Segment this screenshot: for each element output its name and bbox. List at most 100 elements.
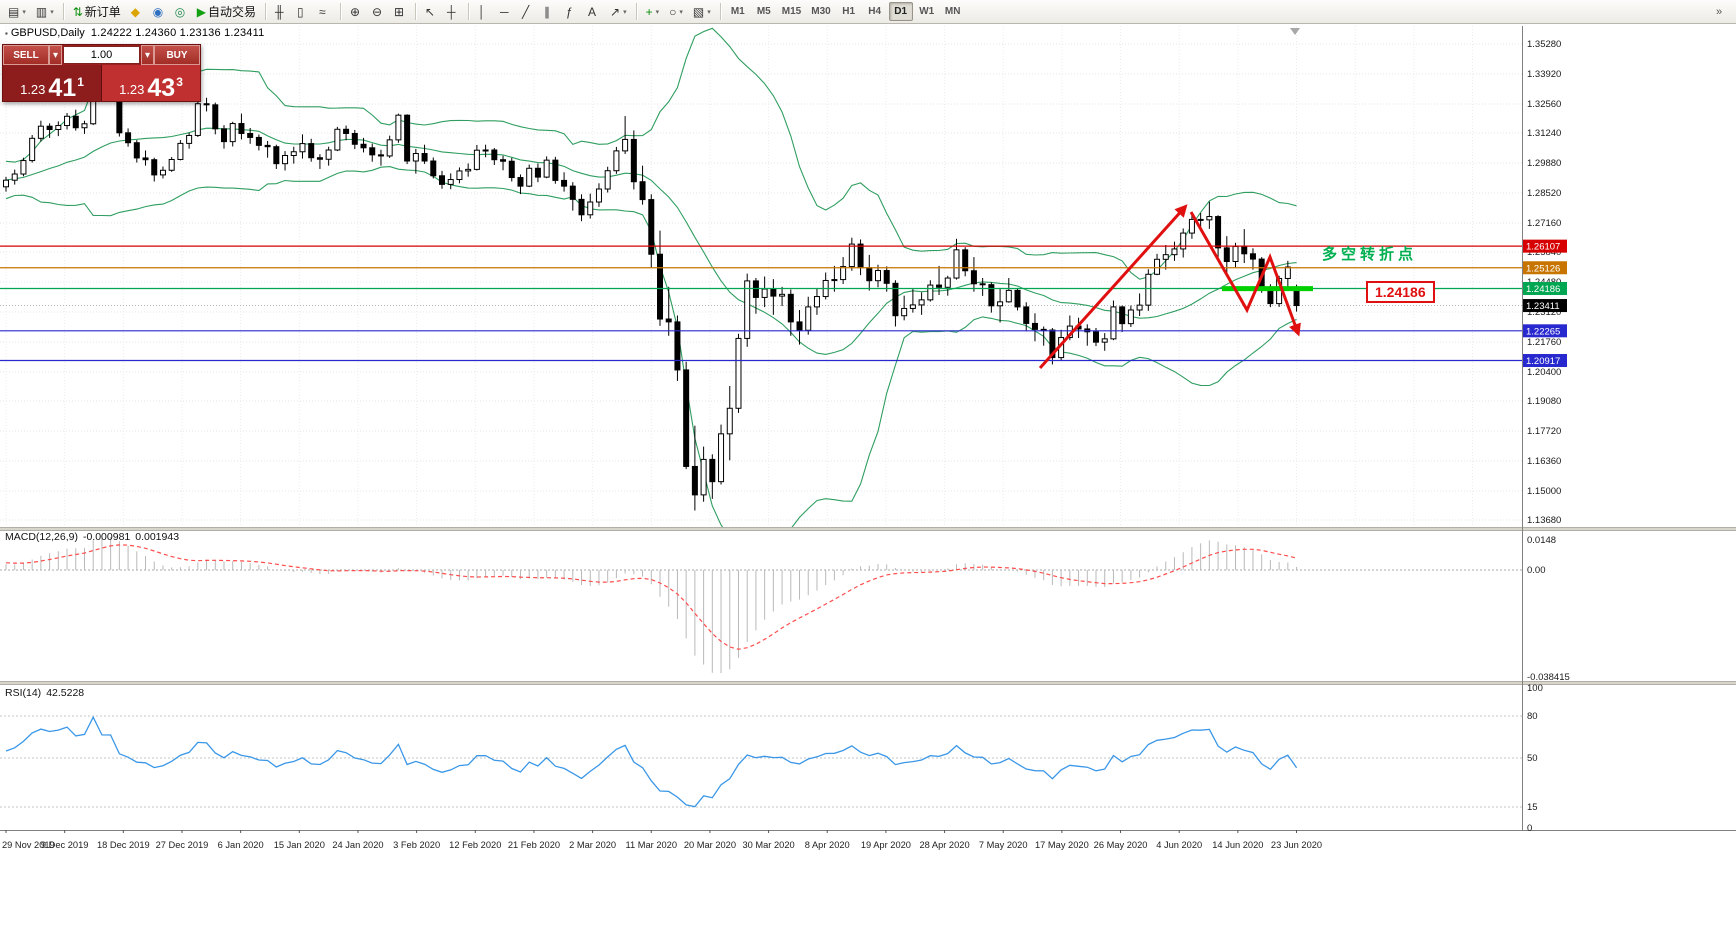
zoom-out-button[interactable]: ⊖ bbox=[368, 2, 388, 22]
candlestick bbox=[936, 284, 943, 288]
candlestick-chart-button[interactable]: ▯ bbox=[293, 2, 313, 22]
bar-chart-button[interactable]: ╫ bbox=[271, 2, 291, 22]
timeframe-w1[interactable]: W1 bbox=[915, 2, 939, 21]
price-tag-annotation[interactable]: 1.24186 bbox=[1366, 281, 1435, 303]
crosshair-button[interactable]: ┼ bbox=[443, 2, 463, 22]
timeframe-h4[interactable]: H4 bbox=[863, 2, 887, 21]
indicators-button[interactable]: + ▾ bbox=[642, 2, 664, 22]
fibonacci-button[interactable]: ƒ bbox=[562, 2, 582, 22]
candlestick bbox=[700, 458, 707, 496]
candlestick bbox=[1180, 232, 1187, 250]
timeframe-h1[interactable]: H1 bbox=[837, 2, 861, 21]
turning-point-annotation[interactable]: 多空转折点 bbox=[1322, 246, 1418, 263]
candlestick bbox=[1154, 258, 1161, 275]
candlestick bbox=[1215, 216, 1222, 249]
vertical-line-button[interactable]: │ bbox=[474, 2, 494, 22]
sell-price[interactable]: 1.23 41 1 bbox=[3, 65, 102, 101]
panel-separator[interactable] bbox=[0, 681, 1736, 685]
timeframe-mn[interactable]: MN bbox=[941, 2, 965, 21]
price-axis-label: 1.27160 bbox=[1527, 218, 1561, 229]
periods-button[interactable]: ○ ▾ bbox=[665, 2, 687, 22]
price-line-label: 1.24186 bbox=[1526, 284, 1560, 295]
data-window-button[interactable]: ◎ bbox=[171, 2, 191, 22]
toolbar: ▤ ▾ ▥ ▾ ⇅ 新订单 ◆ ◉ ◎ ▶ 自动交易 ╫ ▯ ≈ ⊕ ⊖ ⊞ ↖ ┼ │ ─ ╱ ∥ ƒ A ↗ ▾ + ▾ ○ ▾ ▧ ▾ M1… bbox=[0, 0, 1736, 24]
price-axis-label: 1.28520 bbox=[1527, 188, 1561, 199]
candlestick bbox=[613, 150, 620, 172]
lot-caret-icon[interactable]: ▾ bbox=[141, 45, 154, 65]
candlestick bbox=[55, 125, 62, 131]
trend-zigzag-arrow[interactable] bbox=[1189, 211, 1301, 337]
time-axis-label: 7 May 2020 bbox=[979, 840, 1028, 850]
toolbar-separator bbox=[265, 3, 267, 20]
trend-up-arrow[interactable] bbox=[1038, 204, 1188, 370]
line-chart-button[interactable]: ≈ bbox=[315, 2, 335, 22]
market-watch-button[interactable]: ◉ bbox=[149, 2, 169, 22]
indicators-icon: + bbox=[645, 4, 653, 19]
line-chart-icon: ≈ bbox=[319, 4, 326, 19]
lot-size-input[interactable] bbox=[63, 46, 140, 64]
candlestick bbox=[447, 179, 454, 185]
macd-axis-label: -0.038415 bbox=[1527, 672, 1570, 683]
candlestick bbox=[787, 293, 794, 323]
cursor-button[interactable]: ↖ bbox=[421, 2, 441, 22]
horizontal-line-button[interactable]: ─ bbox=[496, 2, 516, 22]
new-chart-button[interactable]: ▤ ▾ bbox=[4, 2, 30, 22]
candlestick bbox=[1049, 329, 1056, 359]
channel-button[interactable]: ∥ bbox=[540, 2, 560, 22]
sell-button[interactable]: SELL bbox=[3, 45, 49, 65]
candlestick bbox=[1119, 306, 1126, 325]
timeframe-m1[interactable]: M1 bbox=[726, 2, 750, 21]
arrows-button[interactable]: ↗ ▾ bbox=[606, 2, 631, 22]
price-axis[interactable]: 1.35280 1.33920 1.32560 1.31240 1.29880 1.285… bbox=[1523, 39, 1570, 834]
tile-windows-button[interactable]: ⊞ bbox=[390, 2, 410, 22]
channel-icon: ∥ bbox=[544, 4, 551, 19]
candlestick bbox=[604, 170, 611, 190]
toolbar-overflow-button[interactable]: » bbox=[1712, 2, 1732, 22]
macd-signal-line bbox=[5, 544, 1297, 650]
timeframe-m30[interactable]: M30 bbox=[807, 2, 834, 21]
tile-windows-icon: ⊞ bbox=[394, 4, 405, 19]
chart-shift-marker[interactable] bbox=[1290, 28, 1300, 35]
timeframe-d1[interactable]: D1 bbox=[888, 2, 913, 21]
rsi-value: 42.5228 bbox=[46, 687, 85, 699]
zoom-in-button[interactable]: ⊕ bbox=[346, 2, 366, 22]
candlestick bbox=[360, 143, 367, 149]
candlestick bbox=[726, 407, 733, 435]
rsi-label: RSI(14) 42.5228 bbox=[5, 687, 89, 699]
text-icon: A bbox=[588, 4, 597, 19]
candlestick bbox=[1005, 289, 1012, 303]
candlestick bbox=[395, 114, 402, 141]
candlestick-chart-icon: ▯ bbox=[297, 4, 304, 19]
chart-ohlc-values: 1.24222 1.24360 1.23136 1.23411 bbox=[90, 27, 265, 39]
candlestick bbox=[29, 137, 36, 162]
time-axis-label: 30 Mar 2020 bbox=[742, 840, 794, 850]
timeframe-m5[interactable]: M5 bbox=[752, 2, 776, 21]
autotrading-button[interactable]: ▶ 自动交易 bbox=[193, 2, 260, 22]
buy-button[interactable]: BUY bbox=[154, 45, 200, 65]
candlestick bbox=[578, 198, 585, 216]
templates-button[interactable]: ▧ ▾ bbox=[689, 2, 715, 22]
timeframe-m15[interactable]: M15 bbox=[778, 2, 805, 21]
new-order-button[interactable]: ⇅ 新订单 bbox=[69, 2, 125, 22]
price-line-label-box bbox=[1523, 261, 1567, 275]
price-line-label: 1.23411 bbox=[1526, 301, 1560, 312]
candlestick bbox=[3, 179, 9, 188]
profiles-button[interactable]: ▥ ▾ bbox=[32, 2, 58, 22]
buy-price[interactable]: 1.23 43 3 bbox=[102, 65, 200, 101]
time-axis-label: 8 Apr 2020 bbox=[805, 840, 850, 850]
market-watch-icon: ◉ bbox=[152, 4, 164, 19]
chevron-down-icon: ▾ bbox=[22, 8, 26, 16]
candlestick bbox=[334, 128, 341, 151]
metaeditor-button[interactable]: ◆ bbox=[127, 2, 147, 22]
candlestick bbox=[142, 157, 149, 161]
panel-separator[interactable] bbox=[0, 527, 1736, 531]
macd-label: MACD(12,26,9) -0.000981 0.001943 bbox=[5, 531, 184, 543]
text-button[interactable]: A bbox=[584, 2, 604, 22]
candlestick bbox=[970, 270, 977, 285]
trendline-button[interactable]: ╱ bbox=[518, 2, 538, 22]
sell-caret-icon[interactable]: ▾ bbox=[49, 45, 62, 65]
candlestick bbox=[1145, 273, 1152, 306]
